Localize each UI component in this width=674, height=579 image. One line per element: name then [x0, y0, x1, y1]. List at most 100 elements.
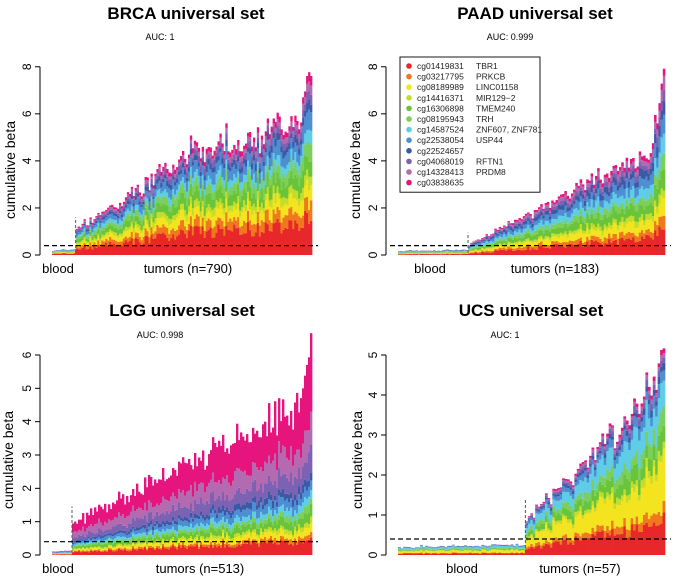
- bar-blood-4: [406, 250, 410, 255]
- bar-tumor-46: [142, 193, 145, 255]
- segment-0: [483, 252, 486, 255]
- segment-0: [645, 234, 648, 255]
- segment-7: [300, 144, 303, 157]
- segment-4: [162, 534, 165, 539]
- segment-2: [182, 209, 185, 221]
- segment-5: [242, 521, 245, 525]
- segment-1: [206, 544, 209, 547]
- segment-11: [168, 477, 171, 502]
- segment-5: [533, 230, 537, 236]
- segment-11: [524, 213, 528, 216]
- bar-tumor-89: [592, 184, 596, 255]
- segment-4: [535, 233, 539, 240]
- segment-8: [90, 537, 93, 540]
- bar-tumor-115: [282, 399, 285, 555]
- segment-2: [527, 240, 530, 245]
- segment-11: [74, 521, 77, 532]
- segment-5: [194, 529, 197, 533]
- segment-4: [483, 246, 486, 249]
- segment-6: [535, 224, 539, 230]
- segment-5: [647, 198, 651, 205]
- segment-5: [489, 243, 493, 246]
- segment-6: [472, 245, 475, 248]
- segment-3: [190, 536, 193, 539]
- segment-9: [192, 510, 195, 519]
- segment-7: [590, 192, 594, 200]
- bar-tumor-24: [100, 506, 103, 555]
- segment-11: [581, 184, 585, 187]
- bar-tumor-45: [140, 196, 143, 255]
- bar-tumor-123: [298, 412, 301, 555]
- segment-7: [568, 210, 572, 218]
- segment-7: [156, 523, 159, 530]
- segment-0: [292, 229, 295, 255]
- segment-2: [128, 229, 132, 237]
- segment-7: [658, 136, 661, 153]
- segment-4: [527, 232, 530, 239]
- bar-tumor-69: [549, 207, 552, 255]
- segment-9: [204, 504, 207, 517]
- segment-8: [107, 213, 110, 216]
- segment-8: [612, 176, 616, 183]
- segment-6: [564, 213, 567, 220]
- segment-6: [225, 159, 228, 170]
- segment-7: [224, 515, 227, 523]
- segment-4: [276, 172, 279, 187]
- segment-1: [185, 229, 189, 239]
- bar-tumor-61: [174, 470, 177, 555]
- segment-1: [292, 214, 295, 229]
- segment-8: [170, 184, 173, 191]
- segment-7: [240, 511, 243, 522]
- segment-6: [619, 196, 622, 207]
- segment-7: [126, 204, 130, 209]
- segment-7: [272, 508, 275, 517]
- segment-7: [306, 112, 309, 131]
- segment-7: [122, 532, 125, 537]
- bar-tumor-73: [198, 457, 201, 555]
- segment-0: [217, 224, 220, 255]
- segment-8: [603, 186, 607, 193]
- segment-2: [623, 227, 626, 236]
- segment-7: [156, 183, 159, 191]
- segment-9: [180, 507, 183, 518]
- segment-2: [272, 193, 275, 210]
- segment-5: [134, 209, 138, 216]
- segment-11: [96, 511, 99, 524]
- segment-5: [199, 195, 203, 202]
- segment-11: [238, 440, 241, 469]
- segment-3: [126, 227, 130, 231]
- segment-11: [555, 199, 559, 203]
- segment-7: [219, 151, 222, 166]
- bar-tumor-63: [535, 210, 539, 255]
- segment-6: [623, 198, 626, 209]
- segment-10: [272, 123, 275, 128]
- segment-2: [252, 210, 256, 225]
- segment-6: [172, 189, 175, 195]
- segment-8: [162, 520, 165, 525]
- segment-0: [544, 247, 548, 255]
- segment-5: [588, 214, 591, 220]
- segment-0: [557, 246, 561, 255]
- segment-0: [629, 239, 633, 255]
- segment-7: [310, 112, 313, 131]
- segment-10: [662, 75, 666, 90]
- segment-11: [118, 491, 121, 513]
- segment-8: [225, 139, 228, 147]
- segment-3: [288, 530, 291, 535]
- segment-6: [233, 173, 236, 183]
- segment-1: [180, 220, 183, 230]
- segment-8: [223, 163, 226, 168]
- segment-3: [470, 250, 473, 252]
- segment-3: [154, 218, 157, 224]
- segment-5: [217, 178, 220, 189]
- segment-8: [594, 188, 598, 194]
- segment-6: [142, 532, 145, 536]
- segment-3: [290, 530, 293, 534]
- segment-2: [474, 250, 478, 252]
- segment-3: [592, 224, 596, 230]
- segment-11: [166, 479, 169, 501]
- segment-11: [136, 184, 140, 187]
- segment-6: [124, 536, 127, 539]
- segment-3: [306, 169, 309, 180]
- segment-6: [258, 517, 261, 524]
